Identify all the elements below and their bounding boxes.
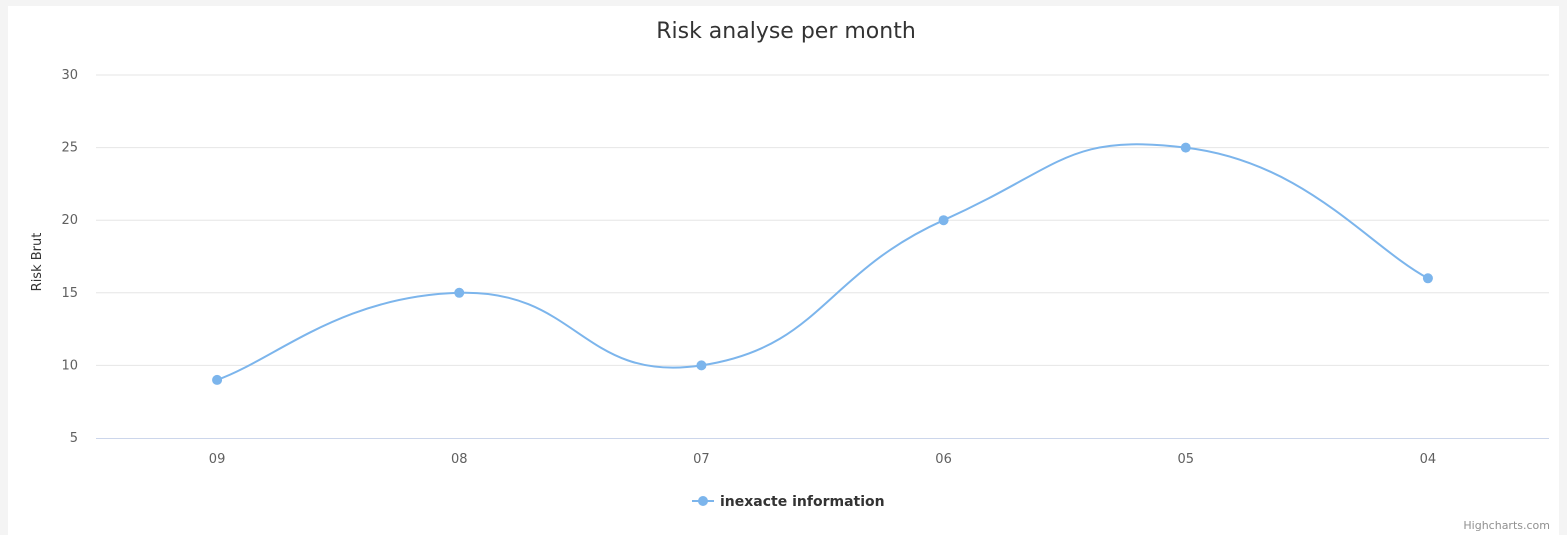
- x-tick-label: 05: [1177, 452, 1194, 467]
- data-point[interactable]: [1180, 142, 1191, 153]
- x-tick-label: 06: [935, 452, 952, 467]
- y-tick-label: 10: [61, 358, 78, 373]
- line-chart: 5 10 15 20 25 30 09 08 07 06 05 04 Risk analyse pe…: [30, 19, 1550, 532]
- data-point[interactable]: [212, 374, 223, 385]
- data-point[interactable]: [938, 215, 949, 226]
- chart-container: 5 10 15 20 25 30 09 08 07 06 05 04 Risk analyse pe…: [8, 6, 1559, 535]
- grid-lines: [96, 74, 1549, 366]
- y-tick-label: 25: [61, 141, 78, 156]
- legend-item-inexacte-information[interactable]: inexacte information: [720, 494, 885, 510]
- data-point[interactable]: [454, 287, 465, 298]
- y-tick-label: 20: [61, 213, 78, 228]
- y-tick-label: 15: [61, 286, 78, 301]
- y-tick-label: 30: [61, 68, 78, 83]
- x-tick-label: 07: [693, 452, 710, 467]
- legend-marker-symbol: [698, 496, 708, 506]
- x-axis-ticks: 09 08 07 06 05 04: [209, 452, 1436, 467]
- series-line[interactable]: [216, 143, 1429, 381]
- legend[interactable]: inexacte information: [692, 494, 885, 510]
- y-axis-ticks: 5 10 15 20 25 30: [61, 68, 78, 446]
- credits-link[interactable]: Highcharts.com: [1463, 519, 1550, 532]
- x-tick-label: 04: [1420, 452, 1437, 467]
- data-point[interactable]: [1422, 273, 1433, 284]
- data-point[interactable]: [696, 360, 707, 371]
- chart-title: Risk analyse per month: [656, 19, 916, 44]
- y-tick-label: 5: [70, 431, 78, 446]
- y-axis-title: Risk Brut: [30, 233, 45, 292]
- series-group: [212, 142, 1433, 385]
- x-tick-label: 08: [451, 452, 468, 467]
- x-tick-label: 09: [209, 452, 226, 467]
